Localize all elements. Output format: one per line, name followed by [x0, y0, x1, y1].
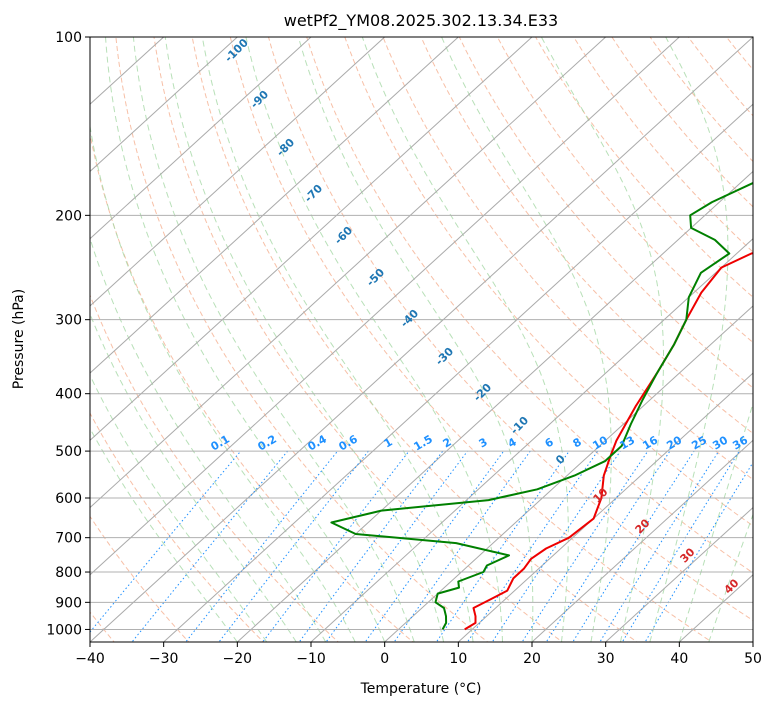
dry-adiabat [191, 37, 638, 642]
moist-adiabat [361, 37, 569, 642]
y-tick-label: 800 [55, 565, 82, 581]
moist-adiabat [441, 37, 612, 642]
dewpoint-profile [330, 181, 753, 630]
x-axis: −40 −30 −20 −10 0 10 20 30 40 50 [75, 642, 762, 667]
y-axis: 100 200 300 400 500 600 700 800 900 1000 [46, 30, 90, 638]
mixing-ratio-line [393, 450, 531, 642]
mixing-ratio-line [491, 450, 621, 642]
moist-adiabat [90, 427, 238, 642]
isotherm [457, 372, 753, 642]
x-axis-title: Temperature (°C) [360, 681, 482, 697]
y-tick-label: 700 [55, 531, 82, 547]
dry-adiabat [458, 37, 753, 389]
dry-adiabat [754, 24, 775, 645]
isotherm [163, 103, 753, 642]
isotherm [90, 37, 607, 509]
chart-title: wetPf2_YM08.2025.302.13.34.E33 [284, 11, 558, 31]
dry-adiabat [90, 131, 414, 642]
isotherm [752, 641, 753, 642]
isotherm [531, 439, 753, 642]
moist-adiabat [201, 37, 474, 642]
y-tick-label: 400 [55, 387, 82, 403]
series-layer [330, 181, 753, 631]
x-tick-label: 50 [744, 651, 762, 667]
y-tick-label: 600 [55, 491, 82, 507]
y-tick-label: 500 [55, 444, 82, 460]
y-tick-label: 200 [55, 208, 82, 224]
moist-adiabat [105, 37, 386, 642]
moist-adiabat [90, 312, 297, 642]
mixing-ratio-line [572, 450, 695, 642]
isotherm [384, 305, 753, 642]
dry-adiabat [306, 37, 753, 574]
isotherm [90, 37, 238, 173]
x-tick-label: −10 [296, 651, 326, 667]
dry-adiabat [535, 37, 753, 298]
x-tick-label: 20 [523, 651, 541, 667]
pressure-grid [90, 37, 753, 630]
mixing-ratio-line [521, 450, 649, 642]
mixing-ratio-line [218, 450, 369, 642]
mixing-ratio-line [325, 450, 468, 642]
isotherm [605, 506, 753, 642]
dry-adiabat [420, 37, 753, 435]
moist-adiabat [708, 513, 753, 642]
dry-adiabat [267, 37, 753, 622]
isotherm [236, 170, 753, 642]
mixing-ratio-line [545, 450, 671, 642]
y-tick-label: 900 [55, 595, 82, 611]
moist-adiabat [245, 37, 503, 642]
isotherm [90, 37, 680, 576]
isotherm [90, 37, 386, 307]
temperature-profile [464, 252, 753, 631]
mixing-ratio-line [435, 450, 570, 642]
x-tick-label: −30 [149, 651, 179, 667]
x-tick-label: 0 [380, 651, 389, 667]
isotherm [310, 237, 753, 642]
moist-adiabat [297, 37, 534, 642]
isotherm [90, 37, 753, 642]
moist-adiabat [649, 37, 729, 642]
moist-adiabat [164, 37, 445, 642]
dry-adiabat [344, 37, 753, 527]
dry-adiabat [153, 37, 564, 642]
mixing-ratio-line [364, 450, 505, 642]
dry-adiabat [382, 37, 753, 481]
moist-adiabat [90, 236, 327, 642]
isotherm [90, 37, 459, 374]
y-axis-title: Pressure (hPa) [11, 289, 27, 389]
dry-adiabat [90, 293, 339, 642]
moist-adiabat [90, 374, 268, 642]
mixing-ratio-line [466, 450, 599, 642]
x-tick-label: −20 [223, 651, 253, 667]
y-tick-label: 100 [55, 30, 82, 46]
mixing-ratio-line [185, 450, 338, 642]
y-tick-label: 1000 [46, 622, 82, 638]
x-tick-label: 10 [449, 651, 467, 667]
moist-adiabat [540, 37, 664, 642]
x-tick-label: −40 [75, 651, 105, 667]
x-tick-label: 30 [597, 651, 615, 667]
moist-adiabat [678, 401, 753, 642]
x-tick-label: 40 [670, 651, 688, 667]
mixing-ratio-line [131, 450, 288, 642]
y-tick-label: 300 [55, 313, 82, 329]
plot-frame [89, 36, 754, 643]
mixing-ratio-line [599, 450, 720, 642]
isotherm [90, 37, 312, 240]
isotherm [90, 37, 533, 442]
moist-adiabat [90, 123, 356, 642]
